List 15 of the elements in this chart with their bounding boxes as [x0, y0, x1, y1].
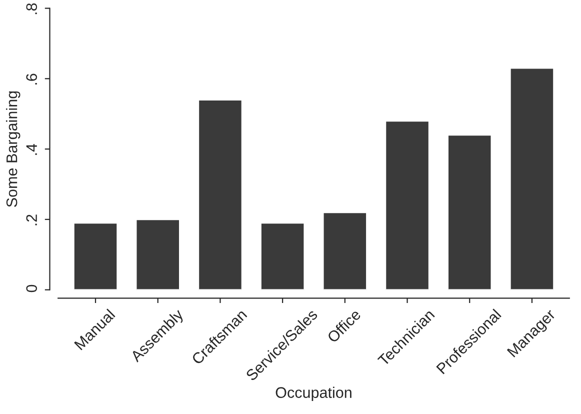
- y-tick-label: .6: [26, 74, 38, 84]
- y-tick-label: .2: [26, 214, 37, 226]
- y-tick-label: .8: [26, 3, 38, 14]
- y-tick-label: .4: [26, 144, 37, 155]
- y-axis-title: Some Bargaining: [6, 91, 20, 207]
- bar: [72, 222, 118, 290]
- bar: [260, 222, 306, 290]
- bar: [447, 134, 492, 290]
- y-tick-label: 0: [26, 284, 38, 292]
- bar: [135, 218, 180, 290]
- bar: [322, 212, 368, 290]
- bar: [509, 67, 554, 290]
- x-axis-title: Occupation: [276, 386, 352, 401]
- bar: [198, 99, 243, 290]
- bar: [384, 120, 430, 290]
